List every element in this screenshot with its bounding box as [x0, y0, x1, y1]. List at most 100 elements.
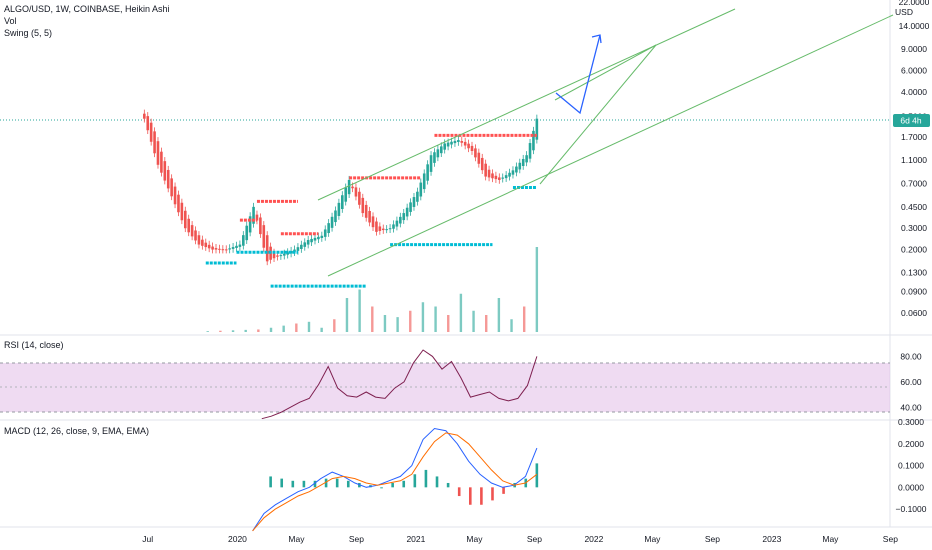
- macd-histogram-bar: [280, 478, 284, 488]
- candle-body: [463, 141, 467, 146]
- time-tick-label: May: [288, 534, 305, 544]
- macd-histogram-bar: [446, 482, 450, 488]
- macd-histogram-bar: [502, 487, 505, 494]
- candle-body: [143, 113, 146, 119]
- candle-body: [201, 239, 204, 246]
- macd-histogram-bar: [291, 480, 295, 488]
- rsi-tick-label: 80.00: [900, 351, 922, 361]
- candle-body: [282, 253, 286, 256]
- macd-histogram-bar: [435, 476, 439, 488]
- macd-title: MACD (12, 26, close, 9, EMA, EMA): [4, 426, 149, 436]
- macd-tick-label: 0.0000: [898, 482, 924, 492]
- time-tick-label: Jul: [142, 534, 153, 544]
- candle-body: [535, 118, 539, 140]
- candle-body: [528, 143, 532, 159]
- time-tick-label: 2022: [584, 534, 603, 544]
- candle-body: [310, 238, 313, 243]
- volume-bar: [535, 247, 539, 332]
- volume-bar: [320, 327, 323, 332]
- candle-body: [337, 202, 341, 216]
- candle-body: [317, 236, 320, 240]
- candle-body: [446, 142, 450, 147]
- candle-body: [214, 248, 218, 250]
- candle-body: [521, 158, 525, 167]
- candle-body: [245, 225, 249, 241]
- candle-body: [515, 166, 518, 173]
- candle-body: [395, 220, 399, 227]
- candle-body: [443, 143, 446, 150]
- candle-body: [433, 152, 436, 163]
- candle-body: [303, 242, 307, 247]
- macd-tick-label: −0.1000: [896, 504, 927, 514]
- candle-body: [183, 210, 187, 229]
- rsi-axis[interactable]: 80.00 60.00 40.00: [900, 351, 922, 412]
- price-axis[interactable]: 22.000014.00009.00006.00004.00002.50001.…: [899, 0, 930, 318]
- candle-body: [405, 207, 409, 217]
- candle-body: [436, 149, 440, 158]
- candle-body: [166, 169, 170, 189]
- candle-body: [460, 141, 464, 143]
- candle-body: [480, 157, 484, 171]
- candle-body: [323, 229, 327, 237]
- candle-body: [392, 224, 395, 229]
- candle-body: [375, 221, 378, 232]
- candle-body: [286, 252, 289, 255]
- candle-body: [371, 216, 375, 228]
- rsi-tick-label: 60.00: [900, 377, 922, 387]
- macd-tick-label: 0.3000: [898, 417, 924, 427]
- candle-body: [313, 237, 317, 241]
- macd-signal-line: [252, 432, 538, 532]
- candle-body: [160, 151, 163, 173]
- candle-body: [361, 197, 365, 214]
- volume-bar: [434, 306, 437, 332]
- candle-body: [402, 213, 406, 221]
- candle-body: [354, 187, 358, 197]
- macd-histogram-bar: [380, 487, 383, 489]
- macd-histogram-bar: [480, 487, 483, 505]
- candle-body: [368, 210, 371, 223]
- candle-body: [419, 182, 423, 197]
- candle-body: [399, 216, 402, 224]
- volume-bar: [295, 323, 298, 332]
- candle-body: [477, 152, 481, 164]
- volume-bar: [219, 330, 222, 332]
- candle-body: [238, 244, 242, 247]
- macd-histogram-bar: [468, 487, 472, 505]
- price-tick-label: 0.1300: [901, 267, 927, 277]
- macd-histogram-bar: [413, 474, 417, 488]
- rsi-title: RSI (14, close): [4, 340, 64, 350]
- volume-bar: [307, 321, 311, 332]
- price-tick-label: 0.4500: [901, 202, 927, 212]
- candle-body: [453, 140, 457, 144]
- candle-body: [508, 172, 511, 177]
- volume-bar: [459, 293, 463, 332]
- candle-body: [340, 195, 344, 210]
- macd-histogram-bar: [391, 482, 394, 488]
- macd-histogram-bar: [335, 478, 339, 488]
- candle-body: [218, 248, 221, 250]
- time-axis[interactable]: Jul 2020 May Sep 2021 May Sep 2022 May Sep 2023 May…: [142, 534, 898, 544]
- volume-bar: [472, 310, 475, 332]
- volume-bar: [257, 329, 260, 332]
- macd-axis[interactable]: 0.3000 0.2000 0.1000 0.0000 −0.1000: [896, 417, 927, 514]
- volume-bar: [522, 306, 526, 332]
- candle-body: [173, 186, 177, 205]
- time-tick-label: 2021: [406, 534, 425, 544]
- candle-body: [364, 204, 368, 218]
- candle-body: [235, 245, 238, 248]
- candle-body: [255, 214, 259, 221]
- rsi-line: [261, 349, 538, 420]
- candle-body: [358, 191, 361, 205]
- channel-upper-line: [317, 8, 736, 201]
- macd-histogram-bar: [491, 487, 494, 501]
- candle-body: [467, 143, 470, 149]
- macd-histogram-bar: [269, 476, 272, 488]
- candle-body: [416, 191, 419, 202]
- candle-body: [180, 202, 184, 221]
- candle-body: [211, 246, 214, 250]
- price-tick-label: 1.1000: [901, 155, 927, 165]
- candle-body: [231, 247, 235, 249]
- price-tick-label: 1.7000: [901, 132, 927, 142]
- candle-body: [426, 164, 429, 181]
- volume-bar: [345, 298, 349, 332]
